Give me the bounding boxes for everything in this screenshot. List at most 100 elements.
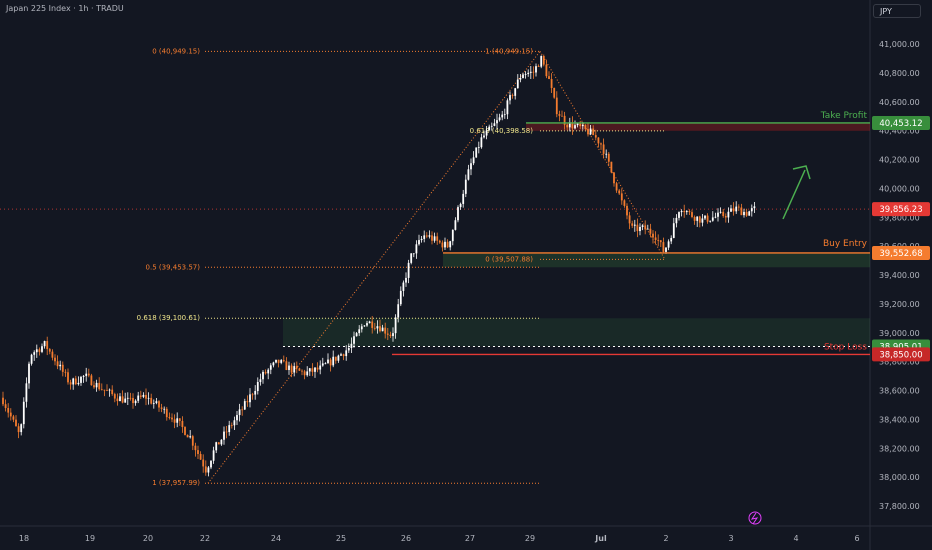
candle-body [212, 450, 215, 461]
currency-button[interactable]: JPY [873, 4, 921, 18]
candle-body [659, 240, 662, 243]
candle-body [548, 76, 550, 80]
candle-body [254, 391, 257, 395]
candle-body [418, 240, 420, 245]
candle-body [204, 466, 207, 473]
candle-body [685, 211, 688, 213]
candle-body [680, 211, 683, 213]
tp-zone [526, 122, 870, 131]
y-tick-label: 39,200.00 [879, 300, 920, 309]
candle-body [220, 439, 223, 445]
candle-body [152, 403, 155, 404]
candle-body [324, 363, 327, 365]
stop2-price-badge-bg [872, 347, 930, 362]
candle-body [350, 343, 353, 349]
candle-body [657, 239, 660, 241]
candle-body [641, 225, 644, 227]
candle-body [121, 396, 124, 403]
candle-body [277, 359, 280, 363]
x-tick-label: Jul [594, 534, 607, 543]
symbol-title: Japan 225 Index · 1h · TRADU [6, 4, 124, 13]
candle-body [602, 144, 605, 154]
candle-body [256, 382, 259, 392]
candle-body [69, 382, 72, 385]
y-tick-label: 40,200.00 [879, 156, 920, 165]
candle-body [158, 401, 160, 408]
candle-body [314, 367, 316, 372]
candle-body [488, 126, 491, 131]
candle-body [85, 373, 88, 376]
candle-body [529, 71, 532, 73]
candle-body [719, 211, 722, 213]
candle-body [249, 394, 251, 403]
candle-body [584, 124, 587, 129]
candle-body [2, 397, 4, 405]
candle-body [321, 363, 324, 366]
candle-body [626, 205, 628, 216]
candle-body [35, 349, 38, 353]
candle-body [173, 419, 176, 423]
candle-body [246, 401, 249, 403]
candle-body [613, 172, 615, 184]
candle-body [514, 88, 517, 96]
candle-body [431, 235, 433, 241]
candle-body [555, 97, 558, 115]
candle-body [399, 290, 402, 305]
candle-body [714, 216, 717, 218]
candle-body [592, 128, 595, 136]
candle-body [87, 373, 90, 376]
candle-body [186, 434, 189, 438]
lightning-icon[interactable] [748, 511, 762, 525]
x-tick-label: 20 [143, 534, 153, 543]
candle-body [337, 355, 340, 361]
candle-body [12, 416, 15, 420]
candle-body [620, 193, 623, 201]
candle-body [303, 371, 306, 376]
candle-body [360, 326, 363, 330]
candle-body [340, 354, 342, 356]
candle-body [207, 467, 210, 473]
candle-body [308, 368, 311, 372]
candle-body [753, 206, 756, 209]
candle-body [17, 426, 20, 433]
candle-body [189, 436, 192, 438]
x-tick-label: 22 [200, 534, 210, 543]
candle-body [197, 450, 199, 454]
candle-body [678, 212, 680, 218]
candle-body [30, 354, 33, 364]
candle-body [100, 389, 103, 391]
candle-body [446, 241, 449, 248]
candle-body [210, 460, 212, 468]
candle-body [459, 203, 462, 208]
candle-body [675, 217, 678, 224]
buy-entry-price-badge-bg [872, 245, 930, 260]
take-profit-price-badge-bg [872, 115, 930, 130]
candle-body [191, 436, 194, 446]
candle-body [269, 365, 272, 370]
y-tick-label: 39,000.00 [879, 329, 920, 338]
candle-body [267, 369, 270, 374]
candle-body [743, 211, 745, 216]
candle-body [644, 225, 647, 230]
candle-body [493, 123, 496, 126]
candle-body [540, 56, 543, 67]
candle-body [381, 327, 384, 332]
y-tick-label: 40,800.00 [879, 69, 920, 78]
candle-body [54, 357, 56, 362]
y-tick-label: 38,800.00 [879, 358, 920, 367]
candle-body [389, 334, 392, 337]
candle-body [319, 365, 322, 370]
y-tick-label: 40,000.00 [879, 184, 920, 193]
candle-body [126, 397, 129, 399]
price-axis[interactable] [870, 0, 932, 550]
candle-body [477, 147, 480, 149]
candle-body [691, 212, 693, 217]
candle-body [355, 333, 358, 337]
candle-body [490, 125, 493, 127]
candle-body [587, 128, 589, 135]
candle-body [178, 418, 181, 421]
candle-body [347, 348, 350, 351]
candle-body [615, 183, 618, 191]
